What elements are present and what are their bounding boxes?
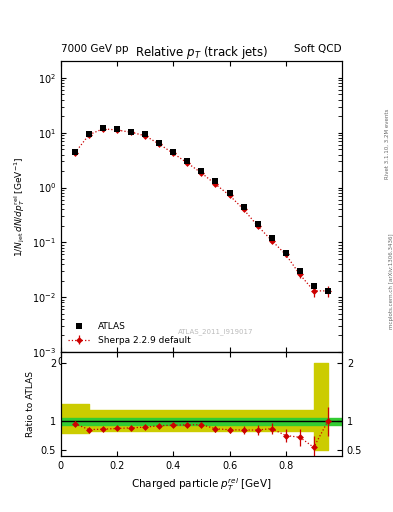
Y-axis label: Ratio to ATLAS: Ratio to ATLAS [26,371,35,437]
Y-axis label: $1/N_\mathrm{jet}\,dN/dp_T^\mathrm{rel}$ [GeV$^{-1}$]: $1/N_\mathrm{jet}\,dN/dp_T^\mathrm{rel}$… [12,157,26,257]
Legend: ATLAS, Sherpa 2.2.9 default: ATLAS, Sherpa 2.2.9 default [65,319,193,348]
Text: ATLAS_2011_I919017: ATLAS_2011_I919017 [178,328,253,334]
Text: 7000 GeV pp: 7000 GeV pp [61,44,129,54]
Text: mcplots.cern.ch [arXiv:1306.3436]: mcplots.cern.ch [arXiv:1306.3436] [389,234,393,329]
Bar [61,418,342,424]
Text: Soft QCD: Soft QCD [294,44,342,54]
Title: Relative $p_T$ (track jets): Relative $p_T$ (track jets) [135,45,268,61]
X-axis label: Charged particle $p_T^{rel}$ [GeV]: Charged particle $p_T^{rel}$ [GeV] [131,476,272,493]
Text: Rivet 3.1.10, 3.2M events: Rivet 3.1.10, 3.2M events [385,108,389,179]
